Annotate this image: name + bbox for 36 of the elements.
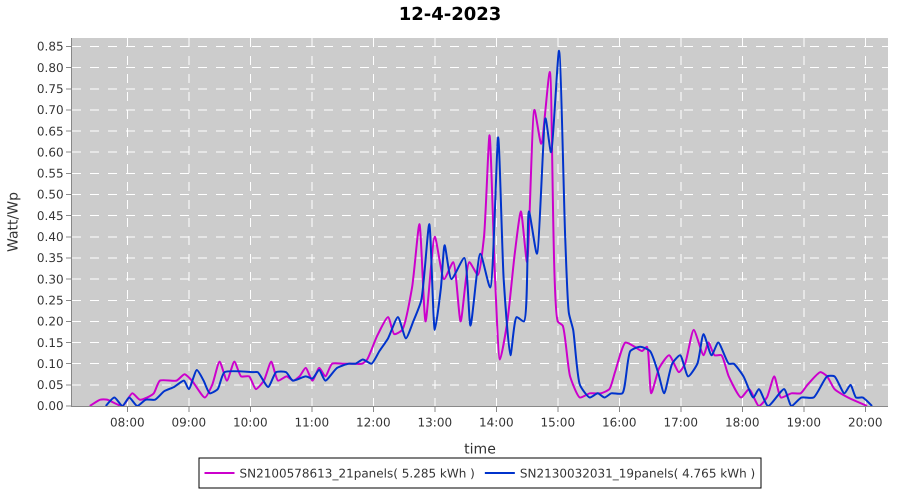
x-tick-label: 18:00: [724, 415, 760, 430]
y-tick-label: 0.25: [36, 293, 64, 308]
x-tick-label: 12:00: [356, 415, 391, 430]
y-tick-label: 0.50: [36, 188, 64, 202]
y-tick-label: 0.60: [36, 145, 64, 160]
x-tick-label: 17:00: [663, 415, 698, 430]
x-tick-label: 16:00: [602, 415, 637, 430]
y-tick-label: 0.20: [36, 314, 64, 329]
y-tick-label: 0.15: [36, 336, 64, 350]
x-tick-label: 10:00: [233, 415, 268, 430]
y-tick-label: 0.40: [36, 230, 64, 244]
x-tick-label: 19:00: [786, 415, 822, 430]
y-tick-label: 0.85: [36, 40, 64, 54]
y-tick-label: 0.70: [36, 103, 64, 118]
y-tick-label: 0.65: [36, 124, 64, 138]
y-tick-label: 0.00: [36, 399, 64, 414]
x-axis-title: time: [464, 442, 496, 458]
legend-label: SN2100578613_21panels( 5.285 kWh ): [240, 466, 475, 481]
y-tick-label: 0.30: [36, 272, 64, 286]
x-tick-label: 14:00: [479, 415, 514, 430]
chart-title: 12-4-2023: [398, 4, 502, 26]
y-tick-label: 0.80: [36, 60, 64, 75]
y-tick-label: 0.55: [36, 166, 64, 181]
y-axis-title: Watt/Wp: [5, 192, 22, 252]
x-tick-label: 08:00: [110, 415, 145, 430]
legend-label: SN2130032031_19panels( 4.765 kWh ): [520, 466, 756, 481]
x-tick-label: 13:00: [418, 415, 452, 430]
y-tick-label: 0.10: [36, 356, 64, 371]
y-tick-label: 0.05: [36, 378, 64, 392]
y-tick-label: 0.45: [36, 208, 64, 223]
x-tick-label: 20:00: [848, 415, 883, 430]
y-tick-label: 0.75: [36, 82, 64, 96]
x-tick-label: 09:00: [172, 415, 206, 430]
x-tick-label: 15:00: [540, 415, 576, 430]
y-tick-label: 0.35: [36, 251, 64, 266]
x-tick-label: 11:00: [294, 415, 330, 430]
